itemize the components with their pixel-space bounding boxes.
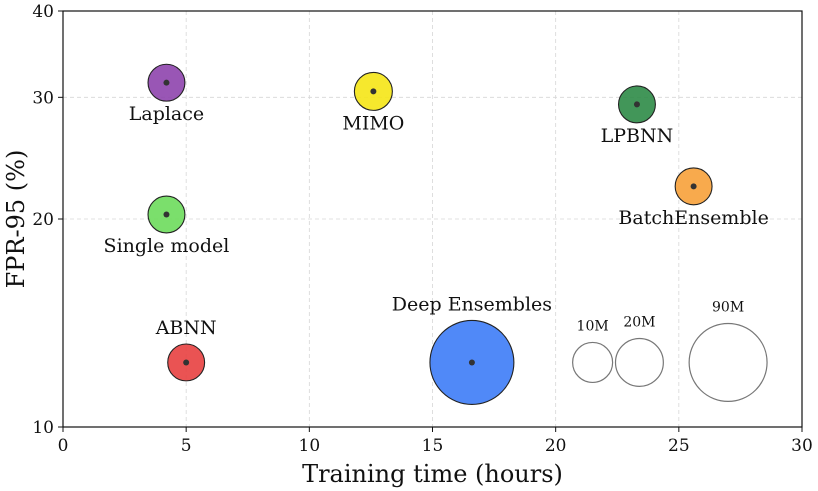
y-tick-label: 40 [32,2,54,22]
data-points: Laplace MIMO LPBNN BatchEnsemble Single mode… [104,63,769,405]
point-lpbnn: LPBNN [601,85,674,147]
size-legend: 10M 20M 90M [572,299,768,403]
point-label-abnn: ABNN [155,317,217,339]
x-tick-label: 30 [791,436,813,456]
center-dot-batchensemble [690,183,697,190]
y-tick-label: 10 [32,418,54,438]
size-legend-label-90m: 90M [712,299,744,315]
x-tick-label: 5 [181,436,192,456]
point-label-deep-ensembles: Deep Ensembles [392,293,552,315]
y-axis-label: FPR-95 (%) [2,150,30,289]
size-legend-circle-90m [688,322,768,403]
x-tick-label: 20 [545,436,567,456]
axis-ticks: 0 5 10 15 20 25 30 10 20 30 40 [32,2,812,456]
y-tick-label: 20 [32,210,54,230]
point-laplace: Laplace [129,63,204,125]
x-tick-label: 25 [668,436,690,456]
center-dot-deep-ensembles [468,359,475,366]
center-dot-lpbnn [633,101,640,108]
x-tick-label: 15 [422,436,444,456]
point-label-lpbnn: LPBNN [601,125,674,147]
x-axis-label: Training time (hours) [302,460,563,488]
center-dot-mimo [370,88,377,95]
center-dot-laplace [163,79,170,86]
point-label-single-model: Single model [104,235,230,257]
y-tick-label: 30 [32,88,54,108]
size-legend-label-10m: 10M [577,318,609,334]
point-batchensemble: BatchEnsemble [618,167,769,229]
x-tick-label: 10 [299,436,321,456]
point-label-laplace: Laplace [129,103,204,125]
point-abnn: ABNN [155,317,217,382]
point-deep-ensembles: Deep Ensembles [392,293,552,405]
size-legend-circle-10m [572,341,614,384]
size-legend-label-20m: 20M [623,315,655,331]
point-label-mimo: MIMO [342,112,404,134]
point-label-batchensemble: BatchEnsemble [618,207,768,229]
size-legend-circle-20m [614,337,664,387]
x-tick-label: 0 [58,436,69,456]
point-single-model: Single model [104,195,230,257]
center-dot-abnn [183,359,190,366]
plot-frame [62,10,803,428]
center-dot-single-model [163,211,170,218]
point-mimo: MIMO [342,71,404,134]
